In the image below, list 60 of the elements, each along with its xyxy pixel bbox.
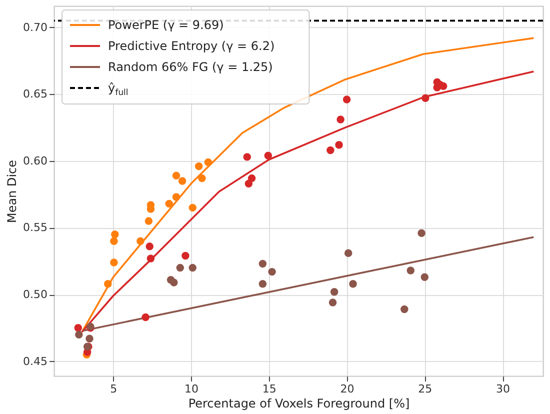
point [111, 230, 119, 238]
point [335, 141, 343, 149]
point [248, 174, 256, 182]
y-tick-label: 0.45 [23, 354, 48, 368]
y-tick-label: 0.60 [23, 154, 48, 168]
legend-label: Predictive Entropy (γ = 6.2) [108, 39, 275, 53]
x-tick-label: 30 [496, 382, 510, 396]
x-tick-label: 20 [340, 382, 354, 396]
point [330, 288, 338, 296]
point [258, 280, 267, 288]
point [342, 96, 351, 104]
point [178, 177, 186, 185]
point [144, 217, 153, 225]
point [418, 229, 426, 237]
y-tick-label: 0.70 [23, 20, 48, 34]
point [75, 330, 83, 338]
point [188, 264, 196, 272]
point [204, 158, 212, 166]
point [176, 264, 184, 272]
point [170, 278, 178, 286]
point [194, 162, 203, 170]
legend-label: PowerPE (γ = 9.69) [108, 18, 224, 32]
y-axis-title: Mean Dice [5, 160, 20, 224]
x-tick-label: 25 [418, 382, 432, 396]
point [146, 242, 154, 250]
point [400, 305, 408, 314]
point [110, 258, 118, 266]
point [198, 174, 206, 182]
point [326, 146, 334, 154]
point [86, 334, 94, 342]
point [142, 313, 150, 322]
y-tick-label: 0.65 [23, 88, 48, 101]
point [406, 266, 414, 274]
point [268, 268, 276, 276]
point [420, 273, 429, 282]
x-tick-label: 5 [110, 382, 118, 396]
x-tick-label: 15 [262, 382, 276, 396]
legend-label: Random 66% FG (γ = 1.25) [108, 60, 273, 74]
point [104, 280, 112, 288]
y-tick-label: 0.50 [23, 288, 48, 302]
point [328, 298, 337, 306]
point [188, 204, 196, 212]
x-axis-title: Percentage of Voxels Foreground [%] [188, 396, 410, 410]
point [172, 193, 180, 201]
point [165, 200, 173, 208]
point [336, 116, 344, 124]
point [258, 260, 267, 268]
x-tick-label: 10 [184, 382, 199, 396]
point [146, 254, 155, 262]
point [74, 324, 82, 332]
point [349, 280, 357, 288]
y-tick-label: 0.55 [23, 221, 48, 234]
point [136, 237, 144, 245]
point [110, 237, 118, 245]
point [172, 172, 180, 180]
point [182, 252, 190, 260]
point [422, 94, 430, 102]
point [243, 153, 251, 161]
point [264, 152, 272, 160]
point [344, 249, 352, 257]
